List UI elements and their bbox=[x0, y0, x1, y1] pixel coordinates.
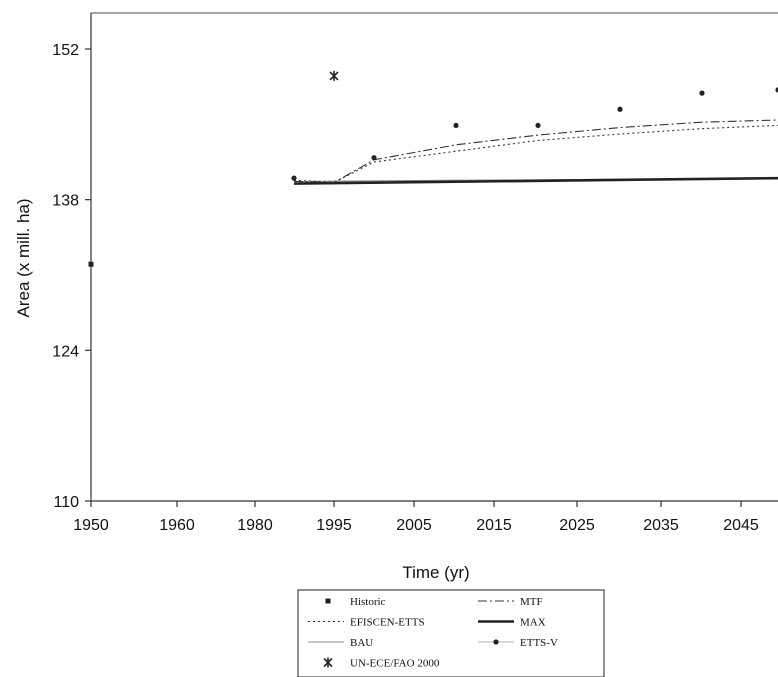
legend: Historic EFISCEN-ETTS BAU UN-ECE/FAO 2000 MT… bbox=[297, 589, 605, 677]
legend-label: BAU bbox=[350, 637, 373, 649]
y-tick-label: 138 bbox=[52, 193, 79, 210]
x-tick-label: 2035 bbox=[643, 517, 679, 534]
legend-item-historic: Historic bbox=[325, 596, 386, 608]
series-mtf bbox=[293, 119, 778, 184]
x-ticks: 1950 1960 1980 1995 2005 2015 2025 2035 2045 bbox=[73, 501, 759, 534]
data-point-etts-v bbox=[617, 106, 623, 112]
legend-label: EFISCEN-ETTS bbox=[350, 617, 425, 629]
legend-item-un-ece-fao-2000: UN-ECE/FAO 2000 bbox=[323, 657, 440, 670]
legend-label: Historic bbox=[350, 596, 386, 608]
legend-items: Historic EFISCEN-ETTS BAU UN-ECE/FAO 2000 MT… bbox=[308, 596, 558, 670]
x-tick-label: 1950 bbox=[73, 517, 109, 534]
data-point-etts-v bbox=[699, 90, 705, 96]
data-point-etts-v bbox=[371, 155, 377, 161]
legend-label: MTF bbox=[520, 596, 543, 608]
legend-item-bau: BAU bbox=[308, 637, 373, 649]
legend-item-etts-v: ETTS-V bbox=[478, 637, 558, 649]
y-tick-label: 124 bbox=[52, 343, 79, 360]
series-layer bbox=[88, 70, 778, 267]
legend-item-mtf: MTF bbox=[478, 596, 543, 608]
x-tick-label: 2045 bbox=[723, 517, 759, 534]
legend-box bbox=[297, 589, 605, 677]
legend-item-efiscen-etts: EFISCEN-ETTS bbox=[308, 617, 425, 629]
x-tick-label: 1980 bbox=[237, 517, 273, 534]
series-historic bbox=[88, 261, 94, 267]
y-axis-title: Area (x mill. ha) bbox=[14, 198, 33, 317]
legend-swatch bbox=[493, 639, 499, 645]
series-efiscen-etts bbox=[293, 124, 778, 184]
data-point-un-ece-fao-2000 bbox=[329, 70, 339, 81]
series-line-mtf bbox=[293, 119, 778, 184]
series-line-max bbox=[293, 176, 778, 185]
data-point-etts-v bbox=[775, 87, 778, 93]
legend-label: MAX bbox=[520, 617, 546, 629]
x-tick-label: 2005 bbox=[396, 517, 432, 534]
x-tick-label: 1960 bbox=[159, 517, 195, 534]
y-tick-label: 110 bbox=[53, 494, 79, 511]
x-tick-label: 2015 bbox=[476, 517, 512, 534]
data-point-historic bbox=[88, 261, 94, 267]
series-line-efiscen-etts bbox=[293, 124, 778, 184]
data-point-etts-v bbox=[453, 122, 459, 129]
data-point-etts-v bbox=[291, 175, 297, 181]
series-un-ece-fao-2000 bbox=[329, 70, 339, 81]
y-ticks: 110 124 138 152 bbox=[52, 42, 91, 511]
x-tick-label: 1995 bbox=[316, 517, 352, 534]
x-tick-label: 2025 bbox=[559, 517, 595, 534]
series-etts-v bbox=[291, 87, 778, 181]
series-max bbox=[293, 176, 778, 185]
x-axis-title: Time (yr) bbox=[402, 563, 469, 582]
y-tick-label: 152 bbox=[52, 42, 79, 59]
data-point-etts-v bbox=[535, 122, 541, 129]
legend-label: ETTS-V bbox=[520, 637, 558, 649]
legend-item-max: MAX bbox=[478, 617, 546, 629]
legend-label: UN-ECE/FAO 2000 bbox=[350, 658, 440, 670]
legend-swatch bbox=[323, 657, 333, 668]
legend-swatch bbox=[325, 598, 331, 604]
